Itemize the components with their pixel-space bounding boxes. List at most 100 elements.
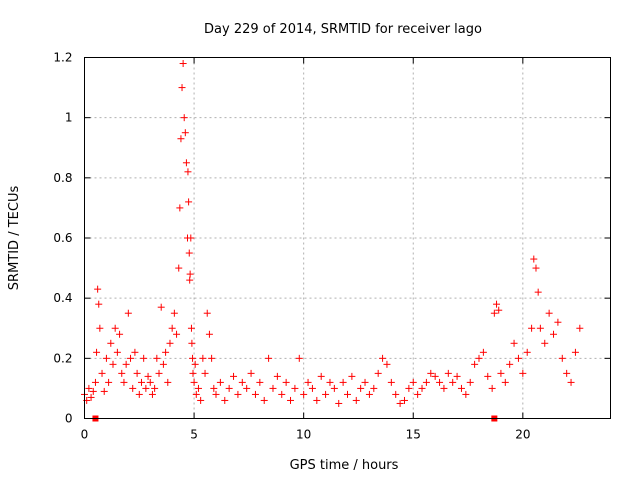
data-point	[197, 396, 205, 404]
data-point	[409, 378, 417, 386]
data-point	[265, 354, 273, 362]
data-point	[256, 378, 264, 386]
data-point	[414, 390, 422, 398]
data-point	[111, 324, 119, 332]
data-point	[177, 135, 185, 143]
data-point	[225, 384, 233, 392]
data-point	[95, 300, 103, 308]
data-point	[85, 384, 93, 392]
data-point	[230, 372, 238, 380]
data-point	[308, 384, 316, 392]
data-point	[462, 390, 470, 398]
data-point	[523, 348, 531, 356]
data-point	[396, 399, 404, 407]
y-tick-label: 0.8	[53, 171, 72, 185]
data-point	[109, 360, 117, 368]
y-tick-label: 0	[65, 412, 73, 426]
data-point	[199, 354, 207, 362]
data-point	[506, 360, 514, 368]
data-point	[405, 384, 413, 392]
data-point	[205, 330, 213, 338]
data-point	[140, 354, 148, 362]
data-point	[180, 114, 188, 122]
data-point	[146, 378, 154, 386]
data-point	[400, 396, 408, 404]
data-point	[444, 369, 452, 377]
data-point	[392, 390, 400, 398]
data-point	[431, 372, 439, 380]
y-tick-label: 0.6	[53, 231, 72, 245]
data-point	[534, 288, 542, 296]
data-point	[135, 390, 143, 398]
data-point	[374, 369, 382, 377]
data-point	[278, 390, 286, 398]
data-point	[173, 330, 181, 338]
data-point	[155, 369, 163, 377]
data-point	[379, 354, 387, 362]
chart-title: Day 229 of 2014, SRMTID for receiver lag…	[204, 22, 482, 37]
data-point	[365, 390, 373, 398]
x-tick-label: 15	[406, 428, 421, 442]
x-tick-label: 10	[296, 428, 311, 442]
data-point	[113, 348, 121, 356]
data-point	[238, 378, 246, 386]
data-point	[105, 378, 113, 386]
y-tick-label: 1.2	[53, 51, 72, 65]
data-point	[300, 390, 308, 398]
data-point	[563, 369, 571, 377]
data-point	[208, 354, 216, 362]
data-point	[370, 384, 378, 392]
data-point	[322, 390, 330, 398]
data-point	[153, 354, 161, 362]
data-point	[94, 285, 102, 293]
data-point	[127, 354, 135, 362]
data-point	[189, 354, 197, 362]
data-point	[260, 396, 268, 404]
data-point	[541, 339, 549, 347]
data-point	[120, 378, 128, 386]
data-point	[352, 396, 360, 404]
data-point	[361, 378, 369, 386]
data-point	[457, 384, 465, 392]
data-point	[545, 309, 553, 317]
data-point	[176, 204, 184, 212]
data-point	[96, 324, 104, 332]
x-axis-label: GPS time / hours	[290, 458, 399, 473]
data-point	[168, 324, 176, 332]
data-point	[191, 360, 199, 368]
data-point	[484, 372, 492, 380]
data-point	[184, 168, 192, 176]
data-point	[175, 264, 183, 272]
plot-frame	[84, 57, 611, 419]
data-point	[186, 276, 194, 284]
data-point	[179, 60, 187, 68]
data-point	[490, 309, 498, 317]
y-tick-label: 1	[65, 111, 73, 125]
data-point	[142, 384, 150, 392]
data-point	[576, 324, 584, 332]
data-point	[510, 339, 518, 347]
data-point	[550, 330, 558, 338]
data-point	[519, 369, 527, 377]
data-point	[118, 369, 126, 377]
data-point	[243, 384, 251, 392]
data-point	[536, 324, 544, 332]
data-point	[304, 378, 312, 386]
data-point	[357, 384, 365, 392]
data-point	[124, 309, 132, 317]
data-point	[164, 378, 172, 386]
data-point	[166, 339, 174, 347]
data-point	[144, 372, 152, 380]
data-point	[221, 396, 229, 404]
data-point	[273, 372, 281, 380]
data-point	[251, 390, 259, 398]
data-point	[453, 372, 461, 380]
data-point	[188, 339, 196, 347]
data-point	[387, 378, 395, 386]
data-point	[317, 372, 325, 380]
data-point	[291, 384, 299, 392]
data-point	[93, 348, 101, 356]
data-point	[344, 390, 351, 398]
y-axis-label: SRMTID / TECUs	[7, 186, 22, 291]
data-point	[87, 393, 95, 401]
